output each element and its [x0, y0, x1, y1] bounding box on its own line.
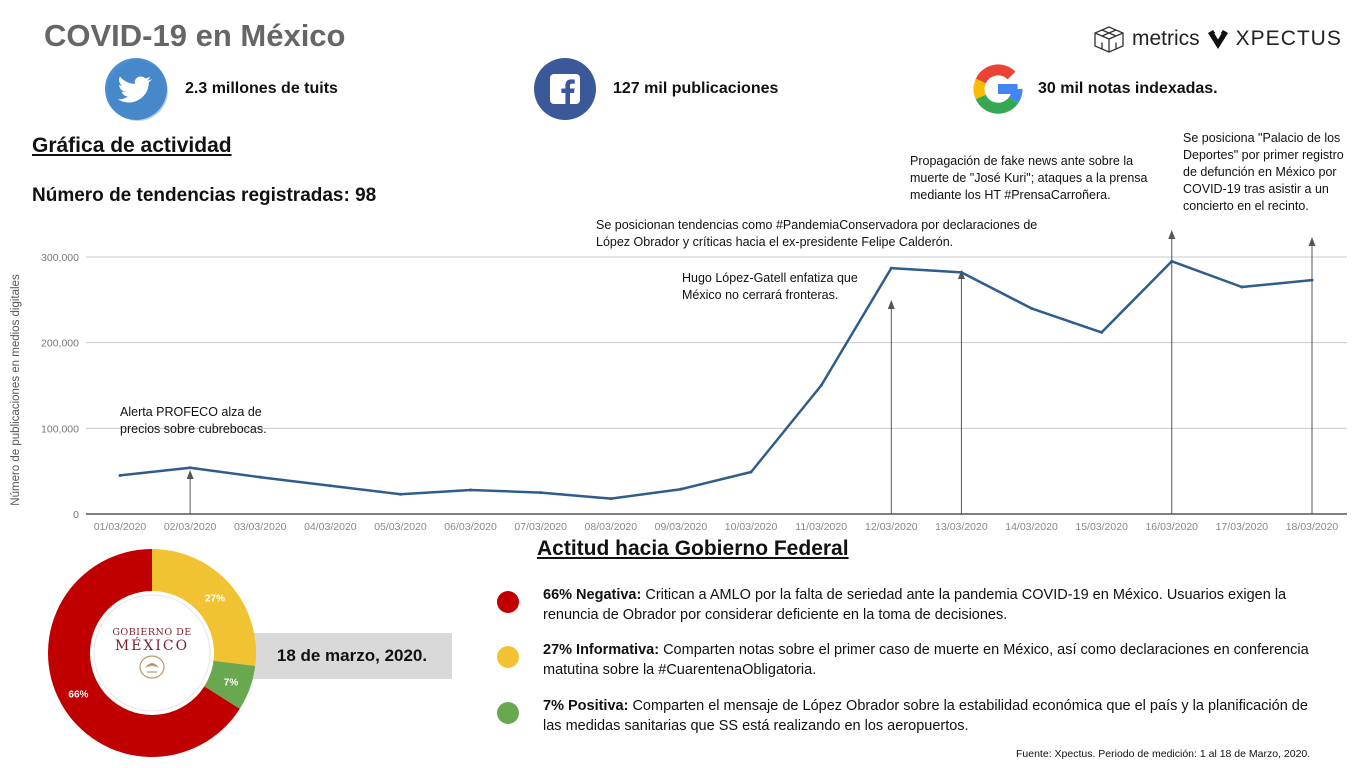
annotation-arrowhead — [186, 470, 194, 479]
series-line — [119, 260, 1313, 500]
x-tick-label: 01/03/2020 — [94, 521, 147, 533]
x-tick-label: 08/03/2020 — [585, 521, 638, 533]
donut-label-informativa: 27% — [205, 593, 225, 604]
annotation-arrowhead — [1168, 230, 1176, 239]
x-tick-label: 05/03/2020 — [374, 521, 427, 533]
data-point — [679, 487, 683, 491]
data-point — [1100, 330, 1104, 334]
y-tick-label: 200,000 — [41, 338, 79, 350]
annotation-pandemia-conservadora: Se posicionan tendencias como #PandemiaC… — [596, 218, 1038, 249]
annotation-arrowhead — [1308, 237, 1316, 246]
annotation-arrowhead — [957, 270, 965, 279]
google-icon — [966, 57, 1030, 121]
y-tick-label: 100,000 — [41, 423, 79, 435]
facebook-icon — [533, 57, 597, 121]
y-tick-label: 0 — [73, 509, 79, 521]
data-point — [609, 497, 613, 501]
source-note: Fuente: Xpectus. Periodo de medición: 1 … — [1016, 748, 1311, 760]
brand-name-metrics: metrics — [1132, 27, 1200, 50]
google-stat: 30 mil notas indexadas. — [1038, 80, 1218, 97]
trends-count: Número de tendencias registradas: 98 — [32, 185, 377, 206]
x-tick-label: 03/03/2020 — [234, 521, 287, 533]
data-point — [469, 488, 473, 492]
data-point — [819, 384, 823, 387]
gov-logo-line2: MÉXICO — [114, 638, 190, 654]
date-label: 18 de marzo, 2020. — [252, 633, 452, 679]
x-tick-label: 15/03/2020 — [1075, 521, 1128, 533]
x-ticks: 01/03/2020 02/03/2020 03/03/2020 04/03/2020… — [94, 521, 1339, 533]
attitude-donut-chart: 66% 27% 7% — [48, 549, 256, 757]
legend-dot-green — [497, 702, 519, 724]
data-point — [749, 470, 753, 474]
data-point — [1310, 278, 1314, 282]
attitude-heading: Actitud hacia Gobierno Federal — [537, 537, 849, 560]
x-tick-label: 14/03/2020 — [1005, 521, 1058, 533]
annotation-arrowhead — [887, 300, 895, 309]
activity-heading: Gráfica de actividad — [32, 134, 232, 157]
legend-positiva: 7% Positiva: Comparten el mensaje de Lóp… — [497, 697, 1327, 736]
legend-text-negativa: 66% Negativa: Critican a AMLO por la fal… — [543, 587, 1287, 623]
x-tick-label: 10/03/2020 — [725, 521, 778, 533]
annotation-arrows — [186, 230, 1316, 514]
x-tick-label: 18/03/2020 — [1286, 521, 1339, 533]
data-point — [1030, 306, 1034, 310]
legend-informativa: 27% Informativa: Comparten notas sobre e… — [497, 641, 1327, 680]
data-point — [959, 270, 963, 274]
legend-negativa: 66% Negativa: Critican a AMLO por la fal… — [497, 586, 1327, 625]
annotation-fake-news: Propagación de fake news ante sobre la m… — [910, 154, 1148, 202]
xpectus-mark-icon — [1207, 30, 1228, 49]
x-tick-label: 17/03/2020 — [1216, 521, 1269, 533]
y-ticks: 0 100,000 200,000 300,000 — [41, 252, 79, 521]
data-point — [1170, 259, 1174, 263]
x-tick-label: 04/03/2020 — [304, 521, 357, 533]
data-point — [328, 484, 332, 488]
x-tick-label: 07/03/2020 — [514, 521, 567, 533]
legend-dot-yellow — [497, 646, 519, 668]
gov-logo-line1: GOBIERNO DE — [112, 627, 192, 638]
twitter-icon — [104, 57, 168, 121]
brand-logo: metrics XPECTUS — [1092, 24, 1354, 54]
data-point — [398, 492, 402, 496]
x-tick-label: 09/03/2020 — [655, 521, 708, 533]
twitter-stat: 2.3 millones de tuits — [185, 80, 338, 97]
eagle-seal-icon — [139, 655, 165, 679]
x-tick-label: 02/03/2020 — [164, 521, 217, 533]
annotation-profeco: Alerta PROFECO alza de precios sobre cub… — [120, 405, 267, 436]
data-point — [1240, 285, 1244, 289]
legend-dot-red — [497, 591, 519, 613]
legend-text-informativa: 27% Informativa: Comparten notas sobre e… — [543, 642, 1309, 678]
brand-name-xpectus: XPECTUS — [1235, 27, 1342, 50]
legend-text-positiva: 7% Positiva: Comparten el mensaje de Lóp… — [543, 698, 1308, 734]
donut-label-negativa: 66% — [68, 690, 88, 701]
x-tick-label: 16/03/2020 — [1145, 521, 1198, 533]
x-tick-label: 13/03/2020 — [935, 521, 988, 533]
cube-logo-icon — [1094, 26, 1124, 53]
data-point — [539, 491, 543, 495]
x-tick-label: 12/03/2020 — [865, 521, 918, 533]
page-title: COVID-19 en México — [44, 18, 346, 53]
y-axis-label: Número de publicaciones en medios digita… — [10, 274, 22, 506]
x-tick-label: 11/03/2020 — [795, 521, 847, 533]
data-point — [118, 473, 122, 477]
annotation-palacio-deportes: Se posiciona "Palacio de los Deportes" p… — [1183, 131, 1344, 213]
x-tick-label: 06/03/2020 — [444, 521, 497, 533]
donut-label-positiva: 7% — [224, 678, 239, 689]
facebook-stat: 127 mil publicaciones — [613, 80, 779, 97]
annotation-lopez-gatell: Hugo López-Gatell enfatiza que México no… — [682, 271, 858, 302]
y-tick-label: 300,000 — [41, 252, 79, 264]
gridlines — [86, 256, 1347, 515]
data-point — [188, 466, 192, 470]
gobierno-de-mexico-logo: GOBIERNO DE MÉXICO — [98, 605, 206, 695]
data-point — [258, 475, 262, 479]
data-points — [118, 259, 1314, 501]
data-point — [889, 266, 893, 270]
